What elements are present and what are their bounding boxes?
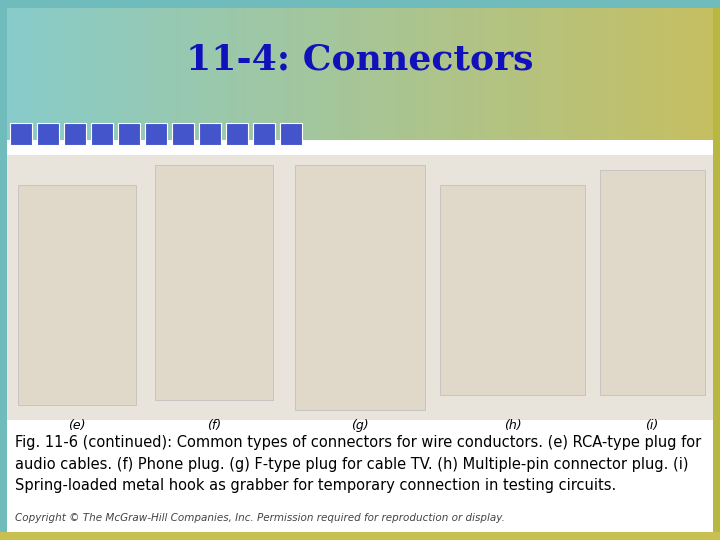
Bar bbox=[0, 532, 720, 540]
Bar bbox=[440, 185, 585, 395]
Text: Fig. 11-6 (continued): Common types of connectors for wire conductors. (e) RCA-t: Fig. 11-6 (continued): Common types of c… bbox=[15, 435, 701, 493]
Bar bbox=[199, 123, 221, 145]
Bar bbox=[91, 123, 113, 145]
Bar bbox=[37, 123, 59, 145]
Bar bbox=[253, 123, 275, 145]
Text: (h): (h) bbox=[504, 418, 522, 431]
Bar bbox=[145, 123, 167, 145]
Bar bbox=[118, 123, 140, 145]
Bar bbox=[0, 0, 720, 8]
Text: (i): (i) bbox=[645, 418, 659, 431]
Text: 11-4: Connectors: 11-4: Connectors bbox=[186, 43, 534, 77]
Bar bbox=[295, 165, 425, 410]
Bar bbox=[172, 123, 194, 145]
Bar bbox=[64, 123, 86, 145]
Bar bbox=[0, 0, 7, 540]
Bar bbox=[280, 123, 302, 145]
Bar bbox=[0, 140, 720, 540]
Bar bbox=[226, 123, 248, 145]
Bar bbox=[7, 155, 713, 420]
Bar bbox=[10, 123, 32, 145]
Bar bbox=[18, 185, 136, 405]
Bar bbox=[600, 170, 705, 395]
Text: (e): (e) bbox=[68, 418, 86, 431]
Text: (f): (f) bbox=[207, 418, 221, 431]
Text: (g): (g) bbox=[351, 418, 369, 431]
Bar bbox=[713, 0, 720, 540]
Bar bbox=[155, 165, 273, 400]
Text: Copyright © The McGraw-Hill Companies, Inc. Permission required for reproduction: Copyright © The McGraw-Hill Companies, I… bbox=[15, 513, 505, 523]
